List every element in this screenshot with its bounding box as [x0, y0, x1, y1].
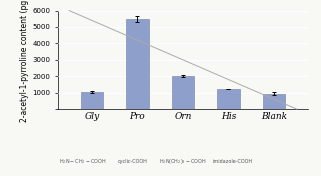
Bar	[217, 89, 240, 109]
Bar	[126, 19, 149, 109]
Text: $\mathregular{H_2N-CH_2-COOH}$: $\mathregular{H_2N-CH_2-COOH}$	[59, 158, 107, 166]
Bar	[263, 93, 285, 109]
Text: imidazole-COOH: imidazole-COOH	[213, 159, 253, 164]
Text: $\mathregular{H_2N(CH_2)_3-COOH}$: $\mathregular{H_2N(CH_2)_3-COOH}$	[159, 157, 207, 166]
Text: cyclic-COOH: cyclic-COOH	[118, 159, 148, 164]
Y-axis label: 2-acetyl-1-pyrroline content (pg): 2-acetyl-1-pyrroline content (pg)	[20, 0, 29, 122]
Bar	[81, 92, 103, 109]
Bar	[172, 76, 194, 109]
